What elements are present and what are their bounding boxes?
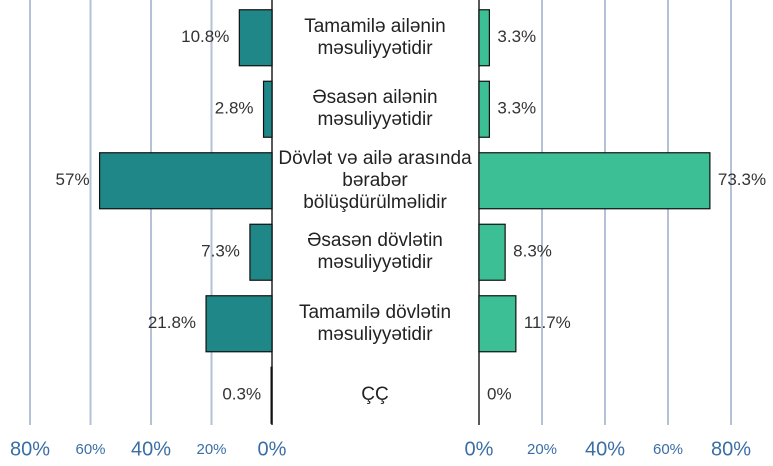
bar: [249, 223, 273, 281]
bar: [478, 223, 506, 281]
value-label: 0.3%: [222, 385, 261, 404]
category-label: Dövlət və ailə arasında bərabər bölüşdür…: [278, 147, 472, 213]
category-label: Tamamilə ailənin məsuliyyətidir: [304, 15, 446, 59]
value-label: 21.8%: [148, 313, 196, 332]
x-tick-label: 40%: [131, 438, 171, 460]
category-label: ÇÇ: [361, 384, 389, 406]
bar: [478, 80, 490, 138]
value-label: 7.3%: [201, 242, 240, 261]
x-tick-label: 0%: [465, 438, 494, 460]
bar: [478, 295, 517, 353]
bar: [238, 9, 273, 67]
value-label: 57%: [56, 170, 90, 189]
value-label: 73.3%: [718, 170, 766, 189]
bar: [478, 9, 490, 67]
category-label: Əsasən ailənin məsuliyyətidir: [312, 87, 438, 131]
value-label: 0%: [487, 385, 512, 404]
value-label: 8.3%: [513, 242, 552, 261]
x-tick-label: 60%: [653, 441, 683, 458]
x-tick-label: 20%: [196, 441, 226, 458]
x-tick-label: 80%: [10, 438, 50, 460]
bar: [478, 152, 711, 210]
value-label: 3.3%: [497, 99, 536, 118]
value-label: 11.7%: [524, 313, 571, 332]
x-tick-label: 80%: [711, 438, 751, 460]
bar: [270, 366, 273, 424]
category-label: Əsasən dövlətin məsuliyyətidir: [307, 230, 443, 274]
bar: [205, 295, 273, 353]
value-label: 3.3%: [497, 27, 536, 46]
x-tick-label: 40%: [585, 438, 625, 460]
x-tick-label: 60%: [75, 441, 105, 458]
value-label: 10.8%: [181, 27, 229, 46]
bar: [98, 152, 273, 210]
x-tick-label: 0%: [258, 438, 287, 460]
category-label: Tamamilə dövlətin məsuliyyətidir: [298, 301, 452, 345]
x-tick-label: 20%: [527, 441, 557, 458]
bar: [262, 80, 273, 138]
value-label: 2.8%: [215, 99, 254, 118]
